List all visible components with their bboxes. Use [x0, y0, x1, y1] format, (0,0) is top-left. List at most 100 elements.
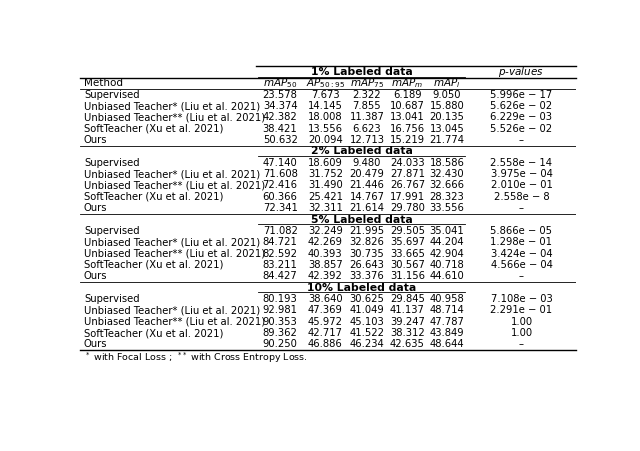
Text: 2.558e − 14: 2.558e − 14	[490, 158, 552, 168]
Text: 3.975e − 04: 3.975e − 04	[490, 169, 552, 179]
Text: $p$-values: $p$-values	[499, 65, 545, 79]
Text: 1.298e − 01: 1.298e − 01	[490, 237, 552, 247]
Text: 20.094: 20.094	[308, 135, 342, 145]
Text: 40.393: 40.393	[308, 249, 342, 258]
Text: 5.866e − 05: 5.866e − 05	[490, 226, 552, 236]
Text: 48.644: 48.644	[429, 340, 465, 350]
Text: SoftTeacher (Xu et al. 2021): SoftTeacher (Xu et al. 2021)	[84, 124, 223, 133]
Text: 4.566e − 04: 4.566e − 04	[490, 260, 552, 270]
Text: 84.427: 84.427	[263, 272, 298, 281]
Text: 83.211: 83.211	[262, 260, 298, 270]
Text: 71.608: 71.608	[262, 169, 298, 179]
Text: Unbiased Teacher** (Liu et al. 2021): Unbiased Teacher** (Liu et al. 2021)	[84, 317, 265, 327]
Text: 14.145: 14.145	[308, 101, 342, 111]
Text: SoftTeacher (Xu et al. 2021): SoftTeacher (Xu et al. 2021)	[84, 192, 223, 202]
Text: 12.713: 12.713	[349, 135, 385, 145]
Text: 33.665: 33.665	[390, 249, 425, 258]
Text: 7.673: 7.673	[311, 90, 340, 100]
Text: 11.387: 11.387	[349, 112, 385, 122]
Text: 41.522: 41.522	[349, 328, 385, 338]
Text: 33.376: 33.376	[349, 272, 384, 281]
Text: Supervised: Supervised	[84, 294, 140, 304]
Text: 28.323: 28.323	[429, 192, 465, 202]
Text: $mAP_l$: $mAP_l$	[433, 76, 461, 90]
Text: 38.312: 38.312	[390, 328, 425, 338]
Text: 38.640: 38.640	[308, 294, 342, 304]
Text: 1.00: 1.00	[510, 328, 532, 338]
Text: 26.767: 26.767	[390, 180, 425, 190]
Text: $mAP_m$: $mAP_m$	[391, 76, 424, 90]
Text: 27.871: 27.871	[390, 169, 425, 179]
Text: 80.193: 80.193	[263, 294, 298, 304]
Text: 3.424e − 04: 3.424e − 04	[491, 249, 552, 258]
Text: 29.845: 29.845	[390, 294, 425, 304]
Text: 84.721: 84.721	[262, 237, 298, 247]
Text: 18.586: 18.586	[429, 158, 465, 168]
Text: 9.480: 9.480	[353, 158, 381, 168]
Text: 6.623: 6.623	[353, 124, 381, 133]
Text: 47.140: 47.140	[263, 158, 298, 168]
Text: 31.156: 31.156	[390, 272, 425, 281]
Text: 6.189: 6.189	[393, 90, 422, 100]
Text: 18.008: 18.008	[308, 112, 342, 122]
Text: 13.045: 13.045	[429, 124, 465, 133]
Text: 45.103: 45.103	[349, 317, 384, 327]
Text: Ours: Ours	[84, 272, 108, 281]
Text: 13.556: 13.556	[308, 124, 343, 133]
Text: 7.855: 7.855	[353, 101, 381, 111]
Text: 42.269: 42.269	[308, 237, 343, 247]
Text: 13.041: 13.041	[390, 112, 425, 122]
Text: 44.204: 44.204	[429, 237, 465, 247]
Text: Unbiased Teacher** (Liu et al. 2021): Unbiased Teacher** (Liu et al. 2021)	[84, 180, 265, 190]
Text: $mAP_{75}$: $mAP_{75}$	[350, 76, 384, 90]
Text: 10.687: 10.687	[390, 101, 425, 111]
Text: 21.995: 21.995	[349, 226, 385, 236]
Text: $mAP_{50}$: $mAP_{50}$	[263, 76, 297, 90]
Text: 24.033: 24.033	[390, 158, 425, 168]
Text: 38.421: 38.421	[263, 124, 298, 133]
Text: SoftTeacher (Xu et al. 2021): SoftTeacher (Xu et al. 2021)	[84, 260, 223, 270]
Text: 29.505: 29.505	[390, 226, 425, 236]
Text: 9.050: 9.050	[433, 90, 461, 100]
Text: 60.366: 60.366	[262, 192, 298, 202]
Text: 50.632: 50.632	[262, 135, 298, 145]
Text: 44.610: 44.610	[429, 272, 465, 281]
Text: 2.291e − 01: 2.291e − 01	[490, 305, 552, 315]
Text: 5.996e − 17: 5.996e − 17	[490, 90, 552, 100]
Text: 71.082: 71.082	[262, 226, 298, 236]
Text: 92.981: 92.981	[262, 305, 298, 315]
Text: Supervised: Supervised	[84, 90, 140, 100]
Text: 31.490: 31.490	[308, 180, 342, 190]
Text: 35.697: 35.697	[390, 237, 425, 247]
Text: 72.416: 72.416	[262, 180, 298, 190]
Text: 15.880: 15.880	[429, 101, 465, 111]
Text: 10% Labeled data: 10% Labeled data	[307, 283, 416, 293]
Text: 26.643: 26.643	[349, 260, 385, 270]
Text: Unbiased Teacher** (Liu et al. 2021): Unbiased Teacher** (Liu et al. 2021)	[84, 249, 265, 258]
Text: 40.718: 40.718	[429, 260, 465, 270]
Text: 6.229e − 03: 6.229e − 03	[490, 112, 552, 122]
Text: 2.558e − 8: 2.558e − 8	[493, 192, 549, 202]
Text: 45.972: 45.972	[308, 317, 343, 327]
Text: 5.526e − 02: 5.526e − 02	[490, 124, 552, 133]
Text: 1% Labeled data: 1% Labeled data	[310, 67, 412, 77]
Text: 29.780: 29.780	[390, 203, 425, 213]
Text: 30.567: 30.567	[390, 260, 425, 270]
Text: Unbiased Teacher** (Liu et al. 2021): Unbiased Teacher** (Liu et al. 2021)	[84, 112, 265, 122]
Text: 5% Labeled data: 5% Labeled data	[310, 215, 412, 225]
Text: 21.614: 21.614	[349, 203, 385, 213]
Text: 21.774: 21.774	[429, 135, 465, 145]
Text: 72.341: 72.341	[262, 203, 298, 213]
Text: 89.362: 89.362	[262, 328, 298, 338]
Text: 46.234: 46.234	[349, 340, 384, 350]
Text: 32.666: 32.666	[429, 180, 465, 190]
Text: 2.010e − 01: 2.010e − 01	[490, 180, 552, 190]
Text: Supervised: Supervised	[84, 226, 140, 236]
Text: $AP_{50:95}$: $AP_{50:95}$	[306, 76, 345, 90]
Text: 43.849: 43.849	[429, 328, 465, 338]
Text: 14.767: 14.767	[349, 192, 385, 202]
Text: 32.249: 32.249	[308, 226, 342, 236]
Text: 42.904: 42.904	[429, 249, 465, 258]
Text: –: –	[519, 340, 524, 350]
Text: 90.250: 90.250	[262, 340, 298, 350]
